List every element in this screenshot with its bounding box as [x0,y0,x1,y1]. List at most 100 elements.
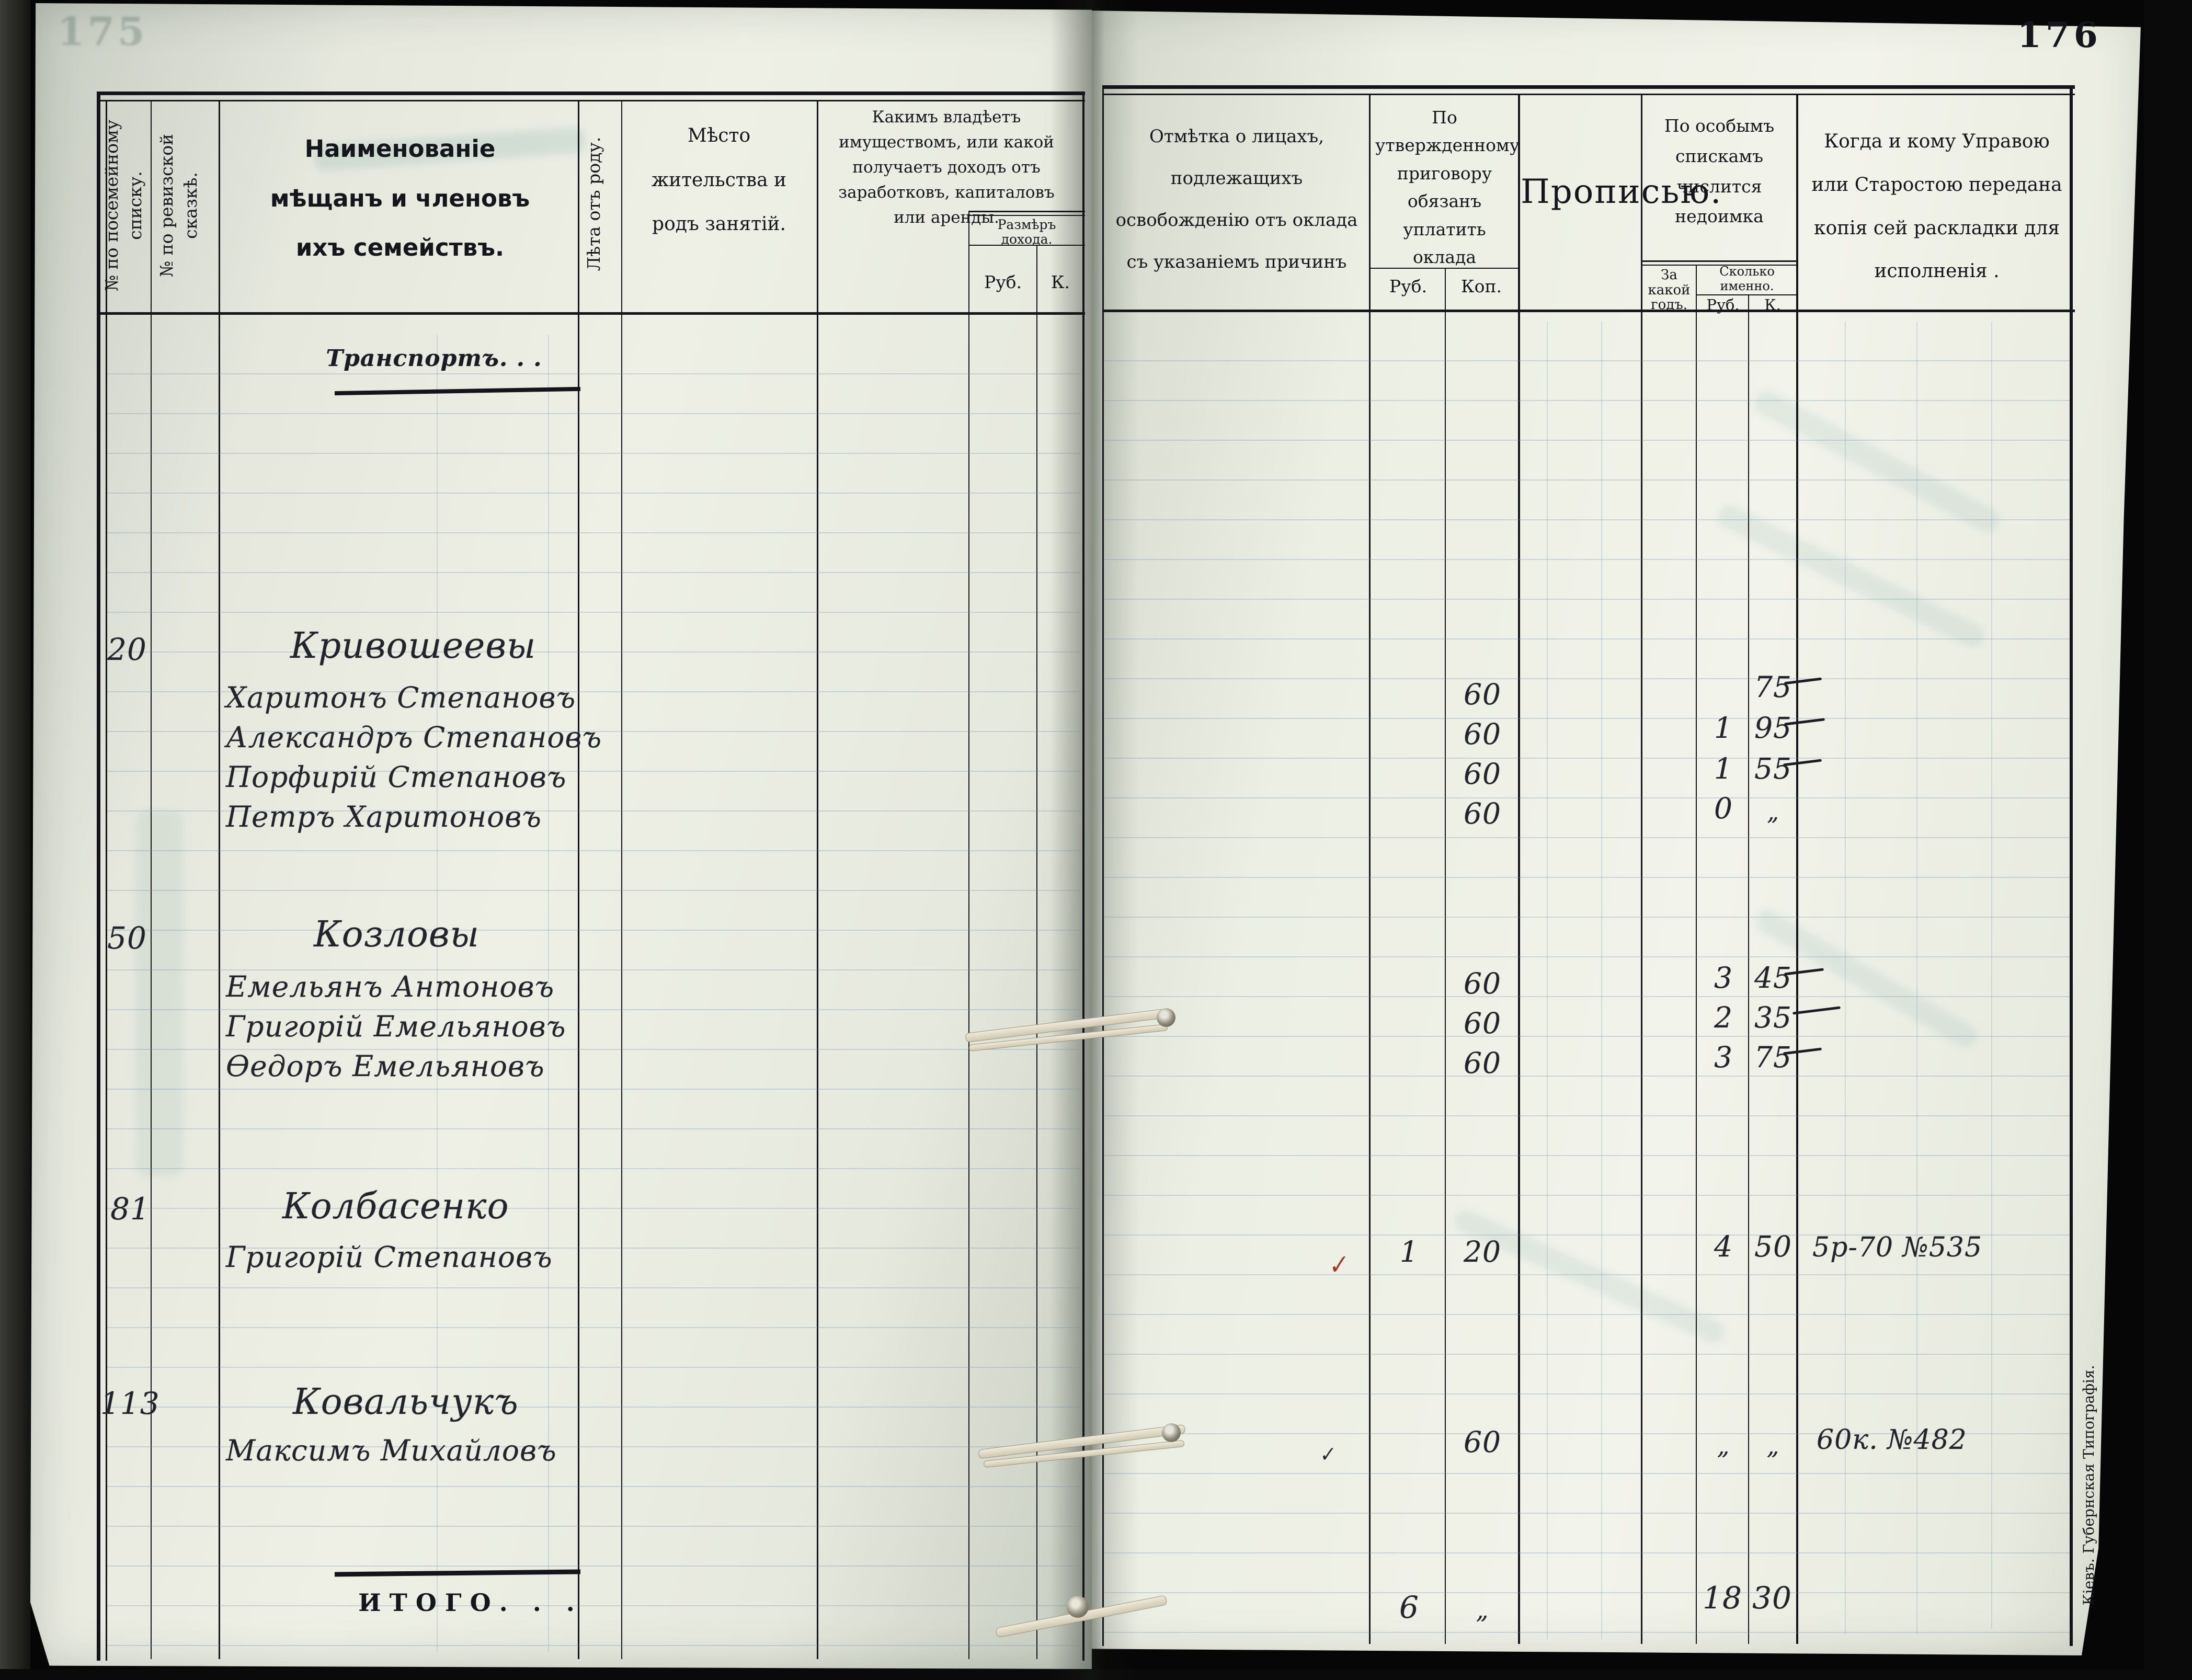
header-transfer: Когда и кому Управою или Старостою перед… [1811,131,2062,282]
col-line [1641,94,1642,1644]
col-line [817,100,818,1659]
arrears-year-divider [1696,265,1697,1644]
blue-vertical [1601,322,1602,1639]
arrears-k-value: 55 [1754,752,1792,785]
blue-vertical [548,335,549,1652]
oklad-kop-value: 60 [1464,1046,1501,1080]
income-box-top-inner [968,215,1085,216]
member-name: Харитонъ Степановъ [226,681,576,714]
family-no: 50 [107,920,147,956]
table-border-left-inner [106,100,107,1661]
arrears-k-value: 95 [1754,711,1792,745]
income-box-top [968,211,1085,212]
page-right [1092,10,2141,1655]
header-arrears-rub: Руб. [1706,296,1740,314]
oklad-kop-value: 60 [1464,1425,1501,1459]
table-border-right [1082,92,1084,1661]
bleed-ghost [136,810,183,1176]
arrears-k-value: 75 [1754,670,1792,704]
total-label: ИТОГО. . . [358,1588,583,1617]
arrears-sub-line [1641,260,1796,262]
col-line [219,100,220,1659]
oklad-kop-value: 60 [1464,967,1501,1000]
member-name: Григорій Емельяновъ [226,1010,566,1043]
background-bottom [0,1669,2192,1680]
member-name: Емельянъ Антоновъ [226,970,555,1003]
income-box-left [968,211,969,1659]
header-residence: Мѣсто жительства и родъ занятій. [651,125,787,235]
table-border-top [97,92,1085,95]
arrears-k-value: „ [1766,1432,1780,1460]
page-left [30,3,1092,1669]
header-arrears-year: За какой годъ. [1648,267,1691,313]
arrears-rub-value: 1 [1714,711,1733,745]
total-oklad-kop: „ [1476,1596,1489,1624]
binding-eyelet [1157,1008,1175,1027]
income-rub-k-divider [1036,245,1037,1659]
arrears-k-value: 50 [1754,1230,1792,1263]
bleed-page-number: 175 [58,9,148,54]
table-border-top-inner [97,100,1085,101]
member-name: Порфирій Степановъ [226,760,567,794]
oklad-kop-value: 60 [1464,797,1501,830]
arrears-rub-k-divider [1748,295,1749,1644]
binding-eyelet [1162,1423,1181,1442]
header-property: Какимъ владѣетъ имуществомъ, или какой п… [838,108,1055,227]
arrears-rub-value: 3 [1714,961,1733,995]
member-name: Петръ Харитоновъ [226,800,542,833]
family-surname: Колбасенко [282,1186,509,1227]
header-arrears: По особымъ спискамъ числится недоимка [1664,116,1775,227]
header-oklad-rub: Руб. [1389,276,1427,296]
book-gutter-shadow [1050,0,1139,1680]
header-arrears-amount: Сколько именно. [1719,264,1775,293]
header-age: Лѣта отъ роду. [584,136,604,271]
oklad-kop-value: 60 [1464,1007,1501,1040]
header-oklad-kop: Коп. [1461,276,1502,296]
total-arrears-k: 30 [1752,1580,1792,1616]
binding-knot [1067,1596,1089,1618]
member-name: Ѳедоръ Емельяновъ [226,1049,545,1083]
family-surname: Кривошеевы [290,625,536,667]
header-income-rub: Руб. [984,272,1022,292]
arrears-k-value: 75 [1754,1041,1792,1074]
transfer-note: 5р-70 №535 [1812,1232,1983,1263]
col-line [1796,94,1798,1644]
arrears-amount-underline [1696,294,1796,295]
transfer-note: 60к. №482 [1817,1424,1967,1456]
family-no: 20 [107,632,147,667]
header-names: Наименованіе мѣщанъ и членовъ ихъ семейс… [270,135,530,261]
total-arrears-rub: 18 [1703,1580,1742,1616]
header-family-list-no: № по посемейному списку. [101,119,145,292]
oklad-rub-kop-divider [1445,269,1446,1644]
arrears-rub-value: 2 [1714,1001,1733,1034]
printer-imprint: Кіевъ. Губернская Типографія. [2080,1365,2097,1605]
arrears-k-value: „ [1767,799,1779,826]
header-revision-no: № по ревизской сказкѣ. [156,133,201,278]
blue-vertical [1991,322,1992,1629]
oklad-kop-value: 20 [1464,1235,1501,1268]
arrears-rub-value: 0 [1714,792,1733,825]
arrears-k-value: 35 [1754,1001,1792,1034]
family-surname: Козловы [314,914,480,955]
background-right [2144,0,2192,1680]
col-line [151,100,152,1659]
col-line [578,100,579,1659]
arrears-rub-value: 1 [1714,752,1733,785]
arrears-rub-value: „ [1717,1432,1730,1460]
transport-label: Транспортъ. . . [326,345,542,372]
table-border-right [2070,85,2073,1646]
blue-vertical [1916,322,1917,1634]
blue-vertical [437,335,438,1652]
income-label-underline [968,245,1085,246]
header-oklad: По утвержденному приговору обязанъ уплат… [1375,107,1520,268]
header-bottom-line [97,312,1085,315]
oklad-kop-value: 60 [1464,717,1501,751]
member-name: Александръ Степановъ [226,721,602,754]
arrears-rub-value: 4 [1714,1230,1733,1263]
oklad-sub-line [1369,268,1519,269]
total-oklad-rub: 6 [1399,1590,1419,1625]
family-no: 113 [100,1386,160,1421]
ruling-left [107,335,1081,1658]
header-income-size: Размѣръ дохода. [997,217,1056,247]
